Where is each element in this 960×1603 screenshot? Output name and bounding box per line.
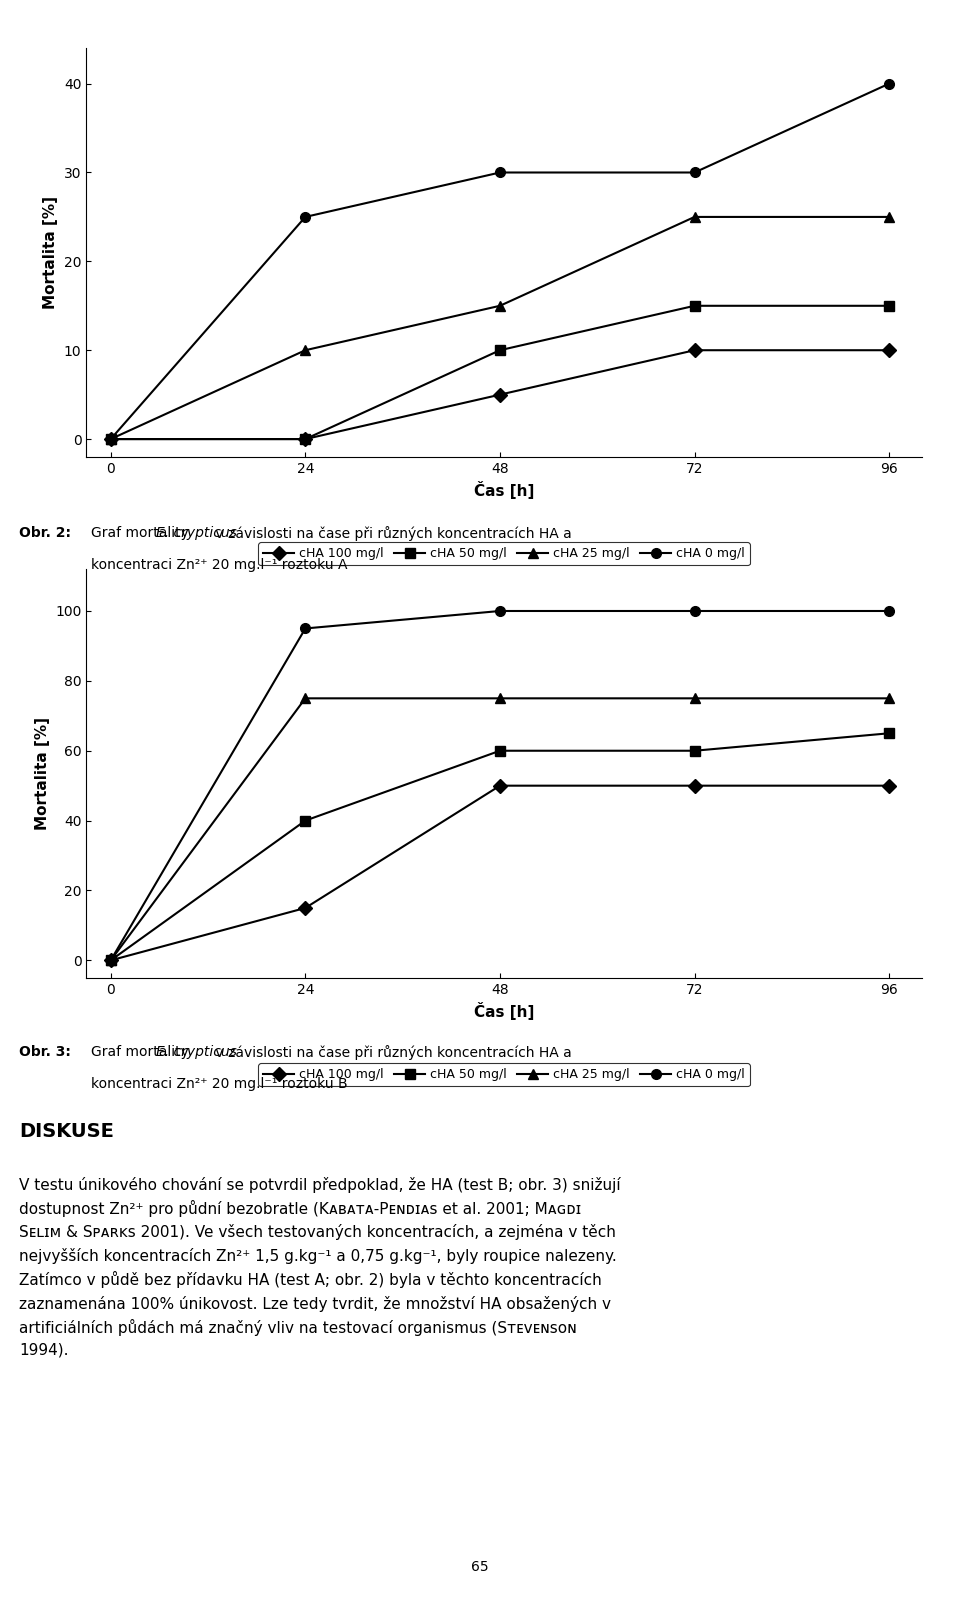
Text: E. crypticus: E. crypticus bbox=[156, 1045, 236, 1060]
X-axis label: Čas [h]: Čas [h] bbox=[474, 1002, 534, 1020]
Text: Obr. 2:: Obr. 2: bbox=[19, 526, 71, 540]
Text: v závislosti na čase při různých koncentracích HA a: v závislosti na čase při různých koncent… bbox=[211, 526, 572, 540]
Y-axis label: Mortalita [%]: Mortalita [%] bbox=[43, 196, 59, 309]
Text: DISKUSE: DISKUSE bbox=[19, 1122, 114, 1141]
X-axis label: Čas [h]: Čas [h] bbox=[474, 481, 534, 499]
Text: Graf mortality: Graf mortality bbox=[91, 526, 194, 540]
Text: 65: 65 bbox=[471, 1560, 489, 1574]
Text: koncentraci Zn²⁺ 20 mg.l⁻¹ roztoku A: koncentraci Zn²⁺ 20 mg.l⁻¹ roztoku A bbox=[91, 558, 348, 572]
Text: koncentraci Zn²⁺ 20 mg.l⁻¹ roztoku B: koncentraci Zn²⁺ 20 mg.l⁻¹ roztoku B bbox=[91, 1077, 348, 1092]
Legend: cHA 100 mg/l, cHA 50 mg/l, cHA 25 mg/l, cHA 0 mg/l: cHA 100 mg/l, cHA 50 mg/l, cHA 25 mg/l, … bbox=[258, 542, 750, 566]
Legend: cHA 100 mg/l, cHA 50 mg/l, cHA 25 mg/l, cHA 0 mg/l: cHA 100 mg/l, cHA 50 mg/l, cHA 25 mg/l, … bbox=[258, 1063, 750, 1087]
Text: V testu únikového chování se potvrdil předpoklad, že HA (test B; obr. 3) snižují: V testu únikového chování se potvrdil př… bbox=[19, 1177, 621, 1358]
Y-axis label: Mortalita [%]: Mortalita [%] bbox=[35, 717, 50, 830]
Text: Graf mortality: Graf mortality bbox=[91, 1045, 194, 1060]
Text: E. crypticus: E. crypticus bbox=[156, 526, 236, 540]
Text: v závislosti na čase při různých koncentracích HA a: v závislosti na čase při různých koncent… bbox=[211, 1045, 572, 1060]
Text: Obr. 3:: Obr. 3: bbox=[19, 1045, 71, 1060]
